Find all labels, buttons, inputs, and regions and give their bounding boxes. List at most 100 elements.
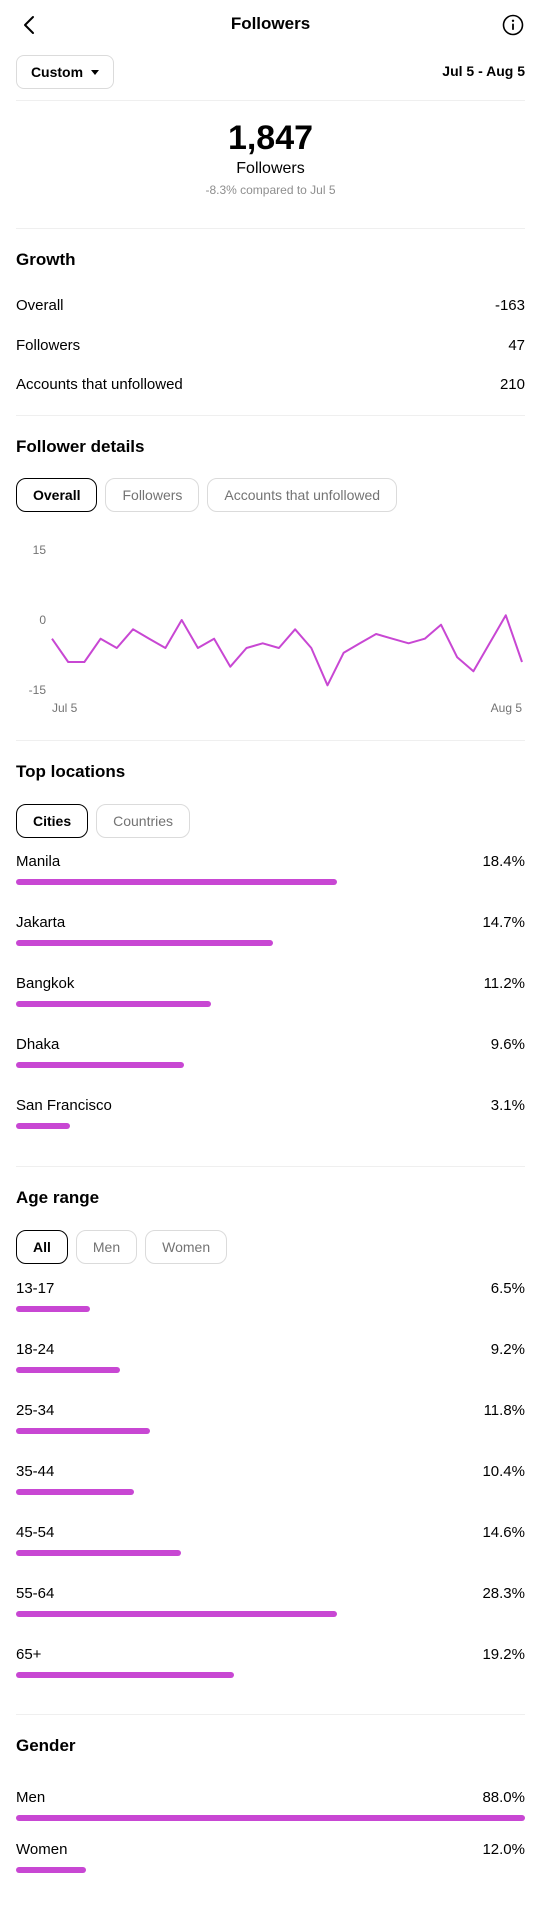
bar-list-item: 13-17 6.5% [16,1280,525,1318]
bar-track [16,1815,525,1821]
bar-fill [16,1867,86,1873]
bar-list-item: 65+ 19.2% [16,1646,525,1684]
y-tick-label: -15 [29,683,47,697]
bar-track [16,1867,525,1873]
range-selector-button[interactable]: Custom [16,55,114,89]
bar-label: Dhaka [16,1036,60,1053]
bar-percentage: 3.1% [490,1097,525,1114]
bar-fill [16,1062,184,1068]
follower-count: 1,847 [227,119,314,157]
comparison-text: -8.3% compared to Jul 5 [205,183,336,197]
bar-fill [16,1815,525,1821]
range-selector-label: Custom [30,64,84,80]
bar-label: Men [16,1789,46,1806]
bar-track [16,1367,525,1373]
caret-down-icon [91,69,100,75]
top-locations-tabs: Cities Countries [16,804,191,838]
bar-percentage: 6.5% [490,1280,525,1297]
growth-row-label: Overall [16,297,64,314]
bar-label: San Francisco [16,1097,112,1114]
bar-list-item: Women 12.0% [16,1841,525,1879]
tab-followers[interactable]: Followers [105,478,200,512]
bar-fill [16,1123,70,1129]
top-locations-title: Top locations [16,762,126,781]
bar-list-item: 35-44 10.4% [16,1463,525,1501]
bar-track [16,1062,525,1068]
growth-row-followers: Followers 47 [16,337,525,361]
series-line [51,614,523,687]
bar-label: 65+ [16,1646,42,1663]
tab-accounts-unfollowed[interactable]: Accounts that unfollowed [207,478,398,512]
divider [16,415,525,416]
bar-percentage: 14.6% [482,1524,525,1541]
bar-list-item: Manila 18.4% [16,853,525,891]
bar-track [16,1672,525,1678]
growth-row-overall: Overall -163 [16,297,525,321]
bar-list-item: Bangkok 11.2% [16,975,525,1013]
bar-label: 13-17 [16,1280,55,1297]
growth-row-label: Followers [16,337,81,354]
y-tick-label: 0 [39,613,46,627]
bar-label: 18-24 [16,1341,55,1358]
follower-details-tabs: Overall Followers Accounts that unfollow… [16,478,398,512]
bar-percentage: 12.0% [482,1841,525,1858]
bar-percentage: 18.4% [482,853,525,870]
tab-cities[interactable]: Cities [16,804,89,838]
bar-label: Bangkok [16,975,75,992]
tab-countries[interactable]: Countries [96,804,191,838]
bar-fill [16,940,274,946]
bar-fill [16,1611,337,1617]
bar-list-item: Dhaka 9.6% [16,1036,525,1074]
line-chart-svg: 15 0 -15 Jul 5 Aug 5 [29,543,523,715]
bar-label: Jakarta [16,914,66,931]
back-arrow-icon[interactable] [18,13,42,37]
growth-row-value: 210 [499,376,525,393]
bar-list-item: 55-64 28.3% [16,1585,525,1623]
bar-track [16,1428,525,1434]
gender-title: Gender [16,1736,76,1755]
divider [16,100,525,101]
age-range-tabs: All Men Women [16,1230,228,1264]
bar-label: Women [16,1841,68,1858]
bar-list-item: San Francisco 3.1% [16,1097,525,1135]
date-range-text: Jul 5 - Aug 5 [442,63,525,79]
page-title: Followers [230,14,311,33]
bar-track [16,1489,525,1495]
follower-count-label: Followers [236,160,305,177]
info-icon[interactable] [501,13,525,37]
bar-track [16,1001,525,1007]
tab-men[interactable]: Men [75,1230,138,1264]
growth-row-label: Accounts that unfollowed [16,376,183,393]
bar-label: 25-34 [16,1402,55,1419]
bar-percentage: 19.2% [482,1646,525,1663]
follower-details-title: Follower details [16,437,145,456]
bar-list-item: 45-54 14.6% [16,1524,525,1562]
bar-track [16,1550,525,1556]
growth-row-unfollowed: Accounts that unfollowed 210 [16,376,525,400]
divider [16,1166,525,1167]
bar-percentage: 10.4% [482,1463,525,1480]
bar-percentage: 9.2% [490,1341,525,1358]
bar-list-item: 18-24 9.2% [16,1341,525,1379]
divider [16,228,525,229]
bar-fill [16,1306,90,1312]
bar-percentage: 11.2% [483,975,525,992]
bar-track [16,1611,525,1617]
bar-label: 55-64 [16,1585,55,1602]
bar-fill [16,879,337,885]
bar-percentage: 11.8% [483,1402,525,1419]
bar-label: 45-54 [16,1524,55,1541]
age-range-title: Age range [16,1188,100,1207]
tab-all[interactable]: All [16,1230,68,1264]
tab-women[interactable]: Women [145,1230,228,1264]
bar-list-item: Jakarta 14.7% [16,914,525,952]
tab-overall[interactable]: Overall [16,478,98,512]
bar-fill [16,1550,182,1556]
bar-list-item: Men 88.0% [16,1789,525,1827]
bar-track [16,1306,525,1312]
growth-title: Growth [16,250,76,269]
y-tick-label: 15 [33,543,47,557]
bar-fill [16,1489,135,1495]
x-tick-label: Aug 5 [491,701,523,715]
bar-fill [16,1672,234,1678]
